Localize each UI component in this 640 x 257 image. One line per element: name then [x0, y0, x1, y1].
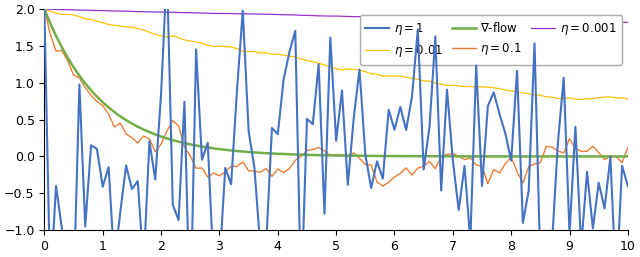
Legend: $\eta = 1$, $\eta = 0.01$, $\nabla$-flow, $\eta = 0.1$, $\eta = 0.001$: $\eta = 1$, $\eta = 0.01$, $\nabla$-flow… [360, 15, 622, 65]
